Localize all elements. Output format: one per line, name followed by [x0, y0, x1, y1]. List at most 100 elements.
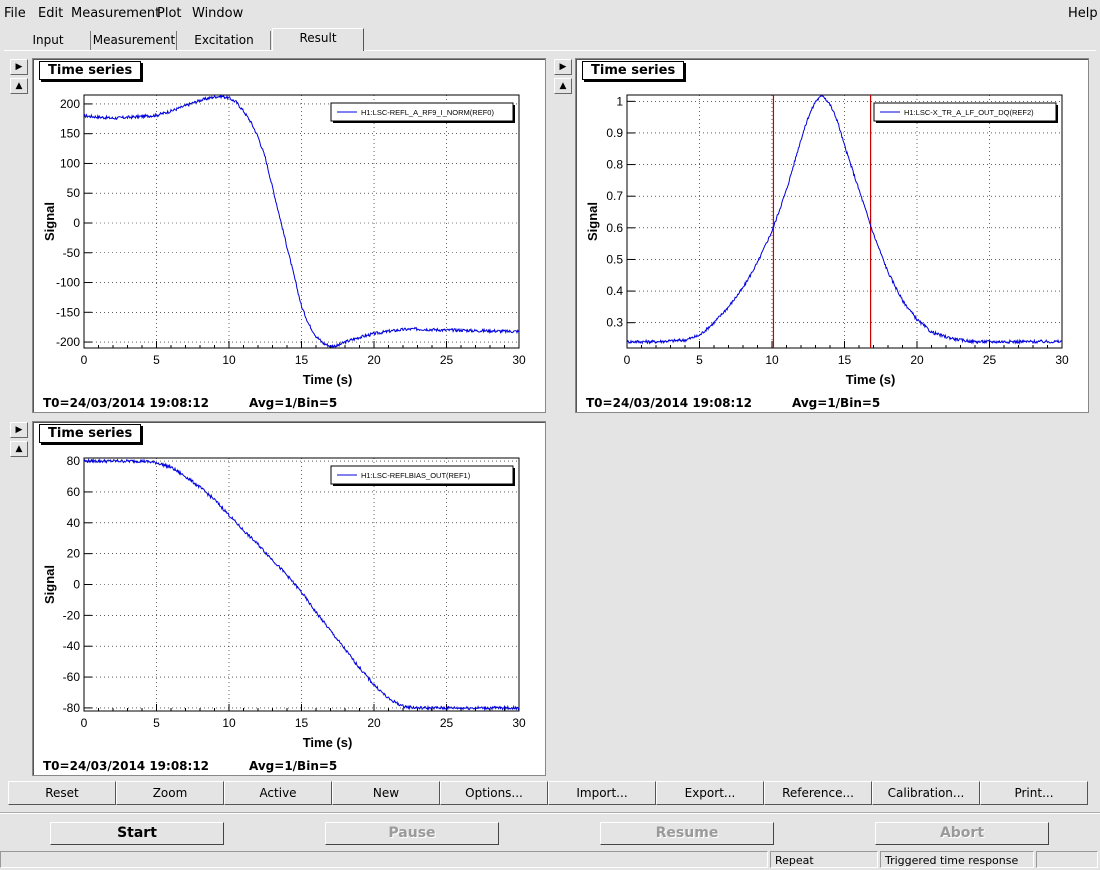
- x-tick-label: 10: [765, 353, 779, 367]
- plot-frame: [626, 94, 1063, 349]
- tab-input[interactable]: Input: [6, 31, 91, 50]
- arrow-right-icon: ▶: [15, 62, 23, 72]
- separator: [0, 812, 1100, 814]
- abort-button[interactable]: Abort: [875, 822, 1049, 845]
- arrow-right-icon: ▶: [15, 425, 23, 435]
- calibration-button[interactable]: Calibration...: [872, 781, 980, 805]
- tab-measurement[interactable]: Measurement: [92, 31, 177, 50]
- x-tick-label: 15: [295, 716, 309, 730]
- y-tick-label: -50: [63, 246, 81, 260]
- y-tick-label: 0.4: [606, 284, 623, 298]
- status-mode: Repeat: [770, 851, 878, 868]
- plot-panel-1[interactable]: 0 5 10 15 20 25 30 -200 -150 -100 -50 0 50 100 150 200 T…: [32, 58, 546, 413]
- y-tick-label: -100: [56, 276, 80, 290]
- panel1-collapse-button[interactable]: ▲: [10, 78, 28, 94]
- arrow-right-icon: ▶: [559, 62, 567, 72]
- status-extra: [1036, 851, 1098, 868]
- y-tick-label: -40: [63, 639, 81, 653]
- y-tick-label: 0.7: [606, 189, 623, 203]
- tabs-baseline: [4, 50, 1096, 51]
- reference-button[interactable]: Reference...: [764, 781, 872, 805]
- export-button[interactable]: Export...: [656, 781, 764, 805]
- status-message: [0, 851, 768, 868]
- panel-title: Time series: [39, 424, 142, 443]
- avg-label: Avg=1/Bin=5: [249, 396, 338, 410]
- y-tick-label: 100: [60, 156, 80, 170]
- status-type: Triggered time response: [880, 851, 1034, 868]
- menu-window[interactable]: Window: [192, 6, 244, 21]
- y-tick-label: -80: [63, 701, 81, 715]
- chart-1[interactable]: 0 5 10 15 20 25 30 -200 -150 -100 -50 0 50 100 150 200 T…: [33, 59, 545, 412]
- options-button[interactable]: Options...: [440, 781, 548, 805]
- x-tick-label: 5: [153, 716, 160, 730]
- y-tick-label: 60: [67, 485, 81, 499]
- x-tick-label: 0: [624, 353, 631, 367]
- legend-box: [873, 102, 1057, 122]
- x-tick-label: 15: [295, 353, 309, 367]
- active-button[interactable]: Active: [224, 781, 332, 805]
- tab-result[interactable]: Result: [272, 28, 364, 51]
- y-tick-label: 200: [60, 97, 80, 111]
- x-axis-label: Time (s): [303, 372, 353, 387]
- chart-2[interactable]: 0 5 10 15 20 25 30 0.3 0.4 0.5 0.6 0.7 0.8 0.9 1 Time (…: [576, 59, 1088, 412]
- menu-file[interactable]: File: [4, 6, 26, 21]
- menu-plot[interactable]: Plot: [157, 6, 182, 21]
- panel2-expand-button[interactable]: ▶: [554, 59, 572, 75]
- y-tick-label: 0: [73, 578, 80, 592]
- tab-excitation[interactable]: Excitation: [178, 31, 271, 50]
- arrow-up-icon: ▲: [15, 81, 23, 91]
- plot-panel-3[interactable]: 0 5 10 15 20 25 30 -80 -60 -40 -20 0 20 40 60 80 Time (s…: [32, 421, 546, 776]
- x-tick-label: 15: [838, 353, 852, 367]
- panel3-expand-button[interactable]: ▶: [10, 422, 28, 438]
- x-tick-label: 30: [512, 353, 526, 367]
- legend-box: [330, 102, 514, 122]
- legend-label: H1:LSC-REFL_A_RF9_I_NORM(REF0): [361, 108, 494, 117]
- reset-button[interactable]: Reset: [8, 781, 116, 805]
- plot-toolbar: Reset Zoom Active New Options... Import.…: [8, 781, 1088, 805]
- panel1-expand-button[interactable]: ▶: [10, 59, 28, 75]
- print-button[interactable]: Print...: [980, 781, 1088, 805]
- panel2-collapse-button[interactable]: ▲: [554, 78, 572, 94]
- x-tick-label: 0: [81, 716, 88, 730]
- avg-label: Avg=1/Bin=5: [792, 396, 881, 410]
- resume-button[interactable]: Resume: [600, 822, 774, 845]
- panel3-collapse-button[interactable]: ▲: [10, 441, 28, 457]
- chart-3[interactable]: 0 5 10 15 20 25 30 -80 -60 -40 -20 0 20 40 60 80 Time (s…: [33, 422, 545, 775]
- plot-panel-2[interactable]: 0 5 10 15 20 25 30 0.3 0.4 0.5 0.6 0.7 0.8 0.9 1 Time (…: [575, 58, 1089, 413]
- x-tick-label: 20: [367, 353, 381, 367]
- t0-label: T0=24/03/2014 19:08:12: [586, 396, 753, 410]
- legend-label: H1:LSC-REFLBIAS_OUT(REF1): [361, 471, 471, 480]
- y-tick-label: -20: [63, 608, 81, 622]
- series-line: [84, 95, 519, 348]
- y-tick-label: 50: [67, 186, 81, 200]
- new-button[interactable]: New: [332, 781, 440, 805]
- y-tick-label: 0.8: [606, 158, 623, 172]
- series-line: [627, 95, 1062, 345]
- x-tick-label: 5: [153, 353, 160, 367]
- plot-frame: [83, 457, 520, 712]
- x-tick-label: 10: [222, 353, 236, 367]
- arrow-up-icon: ▲: [15, 444, 23, 454]
- y-axis-label: Signal: [42, 565, 57, 604]
- start-button[interactable]: Start: [50, 822, 224, 845]
- menu-edit[interactable]: Edit: [38, 6, 64, 21]
- import-button[interactable]: Import...: [548, 781, 656, 805]
- series-line: [84, 458, 519, 711]
- zoom-button[interactable]: Zoom: [116, 781, 224, 805]
- t0-label: T0=24/03/2014 19:08:12: [43, 396, 210, 410]
- x-tick-label: 25: [440, 716, 454, 730]
- menu-help[interactable]: Help: [1068, 6, 1098, 21]
- x-tick-label: 10: [222, 716, 236, 730]
- y-tick-label: 0.9: [606, 126, 623, 140]
- pause-button[interactable]: Pause: [325, 822, 499, 845]
- x-axis-label: Time (s): [846, 372, 896, 387]
- y-axis-label: Signal: [585, 202, 600, 241]
- x-tick-label: 30: [1055, 353, 1069, 367]
- y-tick-label: 0.5: [606, 252, 623, 266]
- y-tick-label: 20: [67, 547, 81, 561]
- panel-title: Time series: [39, 61, 142, 80]
- legend-box: [330, 465, 514, 485]
- avg-label: Avg=1/Bin=5: [249, 759, 338, 773]
- x-tick-label: 20: [367, 716, 381, 730]
- menu-measurement[interactable]: Measurement: [71, 6, 161, 21]
